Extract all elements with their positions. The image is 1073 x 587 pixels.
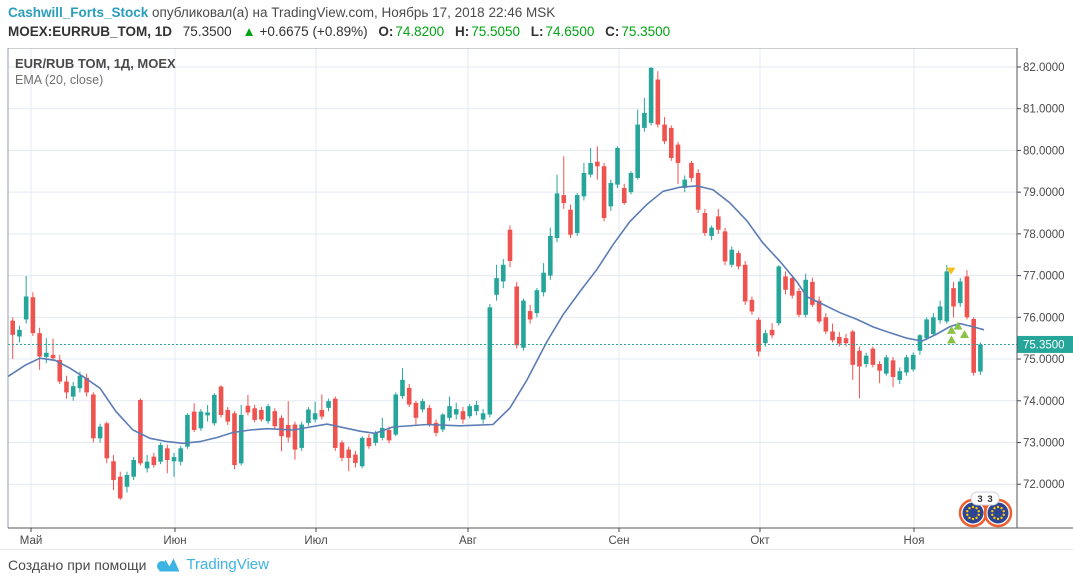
ema-line xyxy=(8,185,985,445)
buy-marker-icon xyxy=(960,330,969,339)
trade-markers xyxy=(946,267,969,344)
price-change: +0.6675 (+0.89%) xyxy=(259,24,368,39)
eu-flag-reactions-icon: 3 3 xyxy=(958,491,1013,528)
svg-text:72.0000: 72.0000 xyxy=(1023,479,1065,491)
candlestick-chart[interactable]: 82.0000 81.0000 80.0000 79.0000 78.0000 77.00… xyxy=(0,48,1073,548)
buy-marker-icon xyxy=(947,335,956,344)
low-value: 74.6500 xyxy=(545,24,595,39)
svg-text:76.0000: 76.0000 xyxy=(1023,312,1065,324)
svg-text:Июл: Июл xyxy=(304,535,327,547)
svg-text:75.0000: 75.0000 xyxy=(1023,354,1065,366)
svg-text:Окт: Окт xyxy=(750,535,770,547)
buy-marker-icon xyxy=(947,325,956,334)
svg-text:79.0000: 79.0000 xyxy=(1023,187,1065,199)
candles-layer xyxy=(8,67,983,501)
svg-text:Май: Май xyxy=(20,535,43,547)
open-value: 74.8200 xyxy=(395,24,445,39)
username-link[interactable]: Cashwill_Forts_Stock xyxy=(8,5,149,20)
grid xyxy=(8,48,1017,528)
symbol-line: MOEX:EURRUB_TOM, 1D 75.3500 ▲ +0.6675 (+… xyxy=(8,24,670,39)
open-label: O: xyxy=(378,24,394,39)
footer: Создано при помощи TradingView xyxy=(8,556,269,573)
svg-text:78.0000: 78.0000 xyxy=(1023,229,1065,241)
time-axis[interactable]: Май Июн Июл Авг Сен Окт Ноя xyxy=(20,528,925,547)
close-value: 75.3500 xyxy=(621,24,671,39)
low-label: L: xyxy=(530,24,544,39)
svg-text:80.0000: 80.0000 xyxy=(1023,145,1065,157)
price-axis[interactable]: 82.0000 81.0000 80.0000 79.0000 78.0000 77.00… xyxy=(1017,62,1073,491)
byline-text: опубликовал(а) на TradingView.com, Ноябр… xyxy=(148,5,556,20)
byline: Cashwill_Forts_Stock опубликовал(а) на T… xyxy=(8,5,555,20)
reaction-count-1: 3 xyxy=(977,494,982,505)
svg-text:81.0000: 81.0000 xyxy=(1023,104,1065,116)
svg-text:Авг: Авг xyxy=(459,535,477,547)
reaction-count-badge xyxy=(970,491,1000,506)
plot-frame xyxy=(7,48,1073,529)
sell-marker-icon xyxy=(946,267,956,275)
high-value: 75.5050 xyxy=(471,24,521,39)
close-label: C: xyxy=(605,24,620,39)
buy-marker-icon xyxy=(953,321,963,330)
high-label: H: xyxy=(454,24,470,39)
svg-text:73.0000: 73.0000 xyxy=(1023,437,1065,449)
svg-text:82.0000: 82.0000 xyxy=(1023,62,1065,74)
reactions[interactable]: 3 3 xyxy=(956,489,1022,534)
reaction-count-2: 3 xyxy=(987,494,992,505)
created-with-text: Создано при помощи xyxy=(8,556,147,573)
svg-text:74.0000: 74.0000 xyxy=(1023,396,1065,408)
svg-text:Ноя: Ноя xyxy=(904,535,925,547)
svg-text:Сен: Сен xyxy=(608,535,629,547)
tradingview-brand-link[interactable]: TradingView xyxy=(186,556,269,573)
last-price-badge-text: 75.3500 xyxy=(1023,339,1065,351)
symbol-name: MOEX:EURRUB_TOM, 1D xyxy=(8,24,173,39)
tradingview-logo-icon xyxy=(156,556,180,573)
svg-text:77.0000: 77.0000 xyxy=(1023,271,1065,283)
svg-text:Июн: Июн xyxy=(163,535,186,547)
last-price: 75.3500 xyxy=(182,24,232,39)
footer-divider xyxy=(0,549,1073,550)
last-price-badge xyxy=(1017,335,1073,353)
up-arrow-icon: ▲ xyxy=(242,24,256,39)
